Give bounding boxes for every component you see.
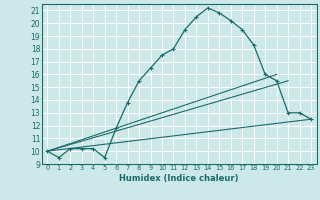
X-axis label: Humidex (Indice chaleur): Humidex (Indice chaleur) (119, 174, 239, 183)
